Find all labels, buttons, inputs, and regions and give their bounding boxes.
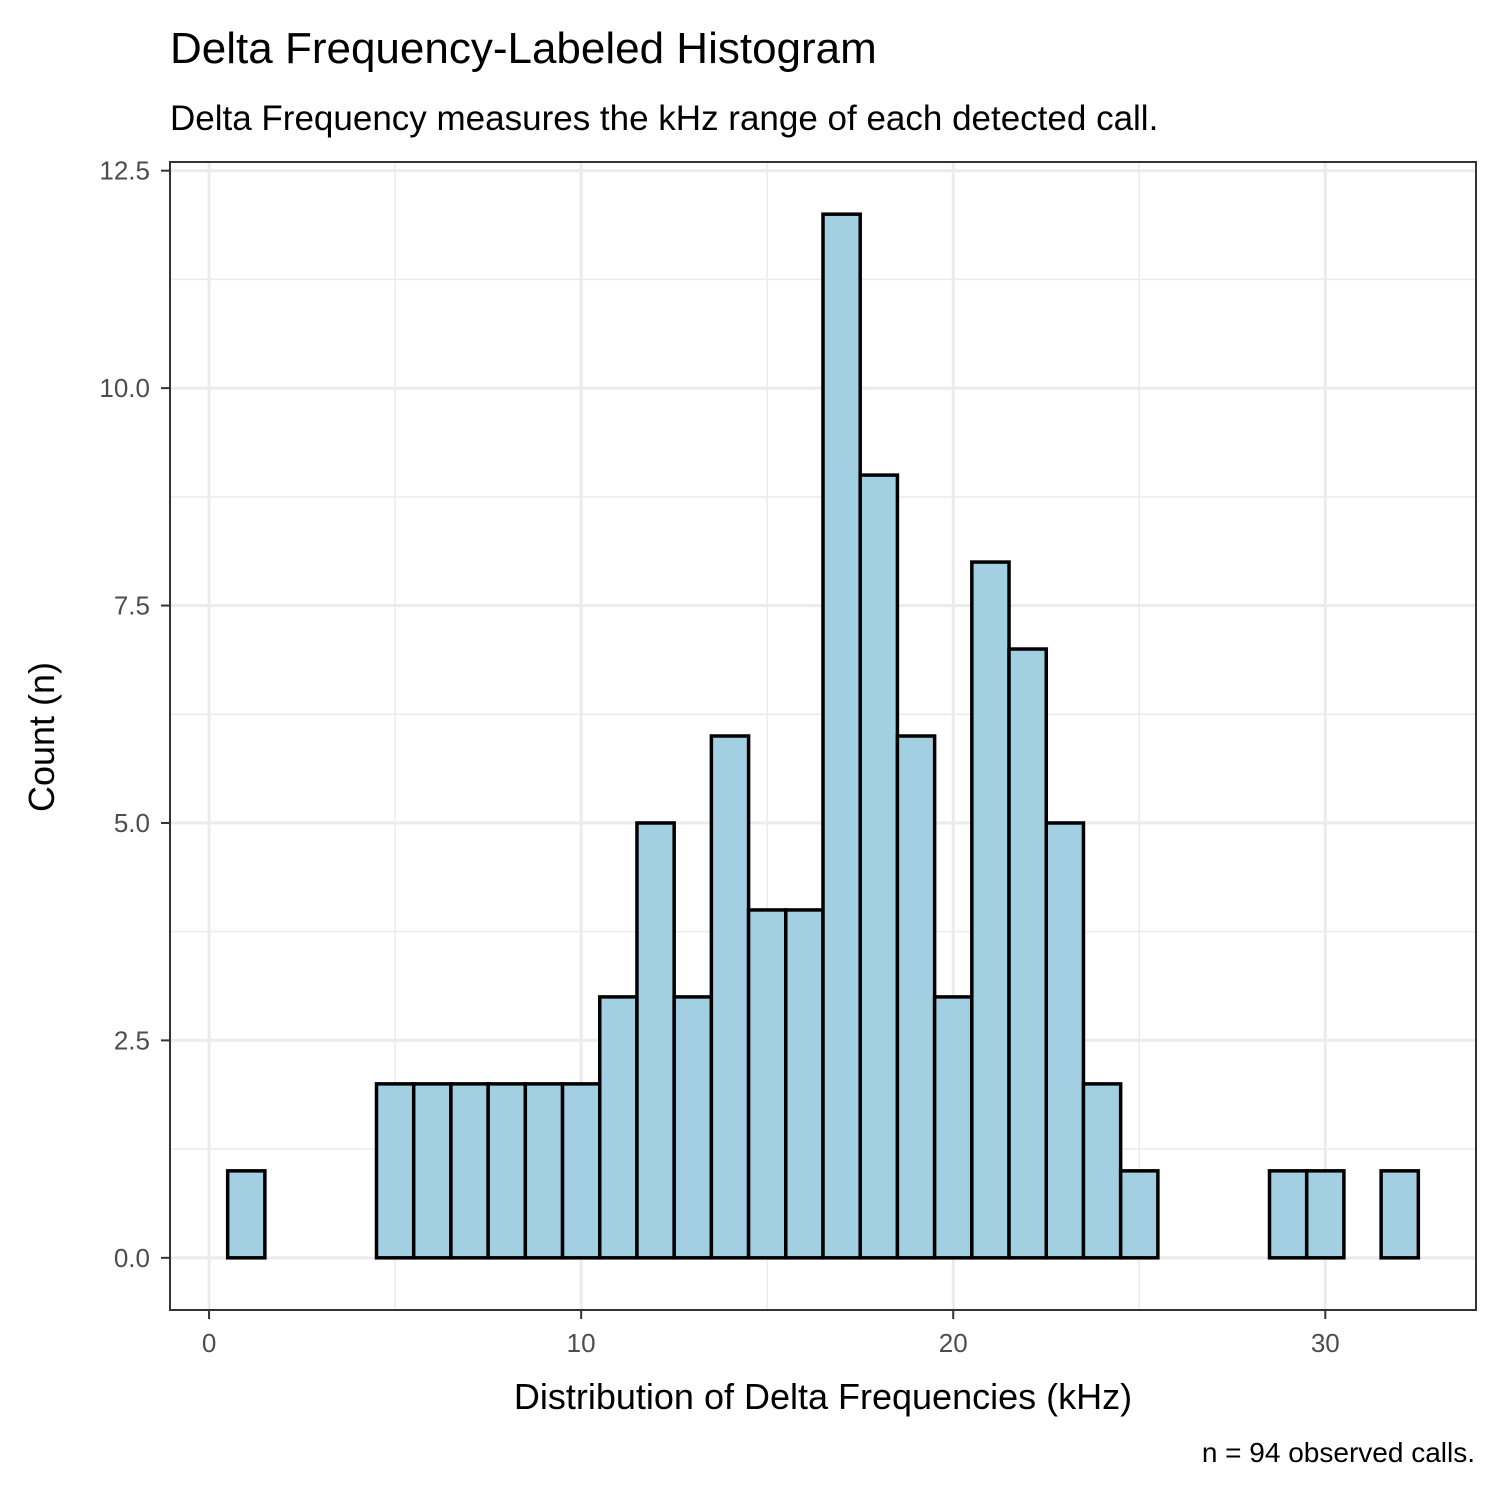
x-tick-label: 10	[567, 1328, 596, 1358]
histogram-bar	[1379, 1169, 1421, 1260]
chart-subtitle: Delta Frequency measures the kHz range o…	[170, 99, 1158, 138]
chart-caption: n = 94 observed calls.	[1202, 1437, 1475, 1468]
histogram-bar	[858, 473, 900, 1260]
histogram-bar	[1304, 1169, 1346, 1260]
x-tick-label: 20	[939, 1328, 968, 1358]
chart-title: Delta Frequency-Labeled Histogram	[170, 24, 877, 73]
y-tick-label: 12.5	[99, 156, 150, 186]
y-tick-label: 10.0	[99, 373, 150, 403]
x-axis-title: Distribution of Delta Frequencies (kHz)	[514, 1376, 1132, 1417]
x-tick-label: 0	[202, 1328, 216, 1358]
histogram-bar	[635, 821, 676, 1260]
x-axis-tick-labels: 0 10 20 30	[202, 1328, 1340, 1358]
histogram-bar	[225, 1169, 267, 1260]
histogram-bar	[598, 995, 639, 1260]
axis-ticks	[161, 169, 1327, 1319]
histogram-bar	[970, 560, 1011, 1260]
histogram-bar	[411, 1082, 453, 1260]
histogram-bar	[746, 908, 788, 1260]
histogram-bar	[1267, 1169, 1309, 1260]
panel-border	[169, 161, 1477, 1311]
x-tick-label: 30	[1311, 1328, 1340, 1358]
y-axis-title: Count (n)	[21, 662, 62, 812]
histogram-bar	[1007, 647, 1048, 1260]
y-tick-label: 0.0	[114, 1243, 150, 1273]
histogram-bar	[1044, 821, 1086, 1260]
y-tick-label: 2.5	[114, 1025, 150, 1055]
histogram-bar	[932, 995, 974, 1260]
histogram-bar	[895, 734, 937, 1260]
histogram-bar	[1081, 1082, 1123, 1260]
y-axis-tick-labels: 0.0 2.5 5.0 7.5 10.0 12.5	[99, 156, 150, 1273]
histogram-bar	[709, 734, 751, 1260]
histogram-bar	[523, 1082, 565, 1260]
histogram-bar	[1118, 1169, 1160, 1260]
histogram-bar	[374, 1082, 416, 1260]
histogram-bar	[449, 1082, 490, 1260]
histogram-bars	[225, 212, 1421, 1260]
histogram-bar	[672, 995, 714, 1260]
y-tick-label: 5.0	[114, 808, 150, 838]
histogram-bar	[784, 908, 825, 1260]
histogram-bar	[560, 1082, 602, 1260]
histogram-bar	[486, 1082, 528, 1260]
histogram-bar	[821, 212, 862, 1260]
y-tick-label: 7.5	[114, 591, 150, 621]
